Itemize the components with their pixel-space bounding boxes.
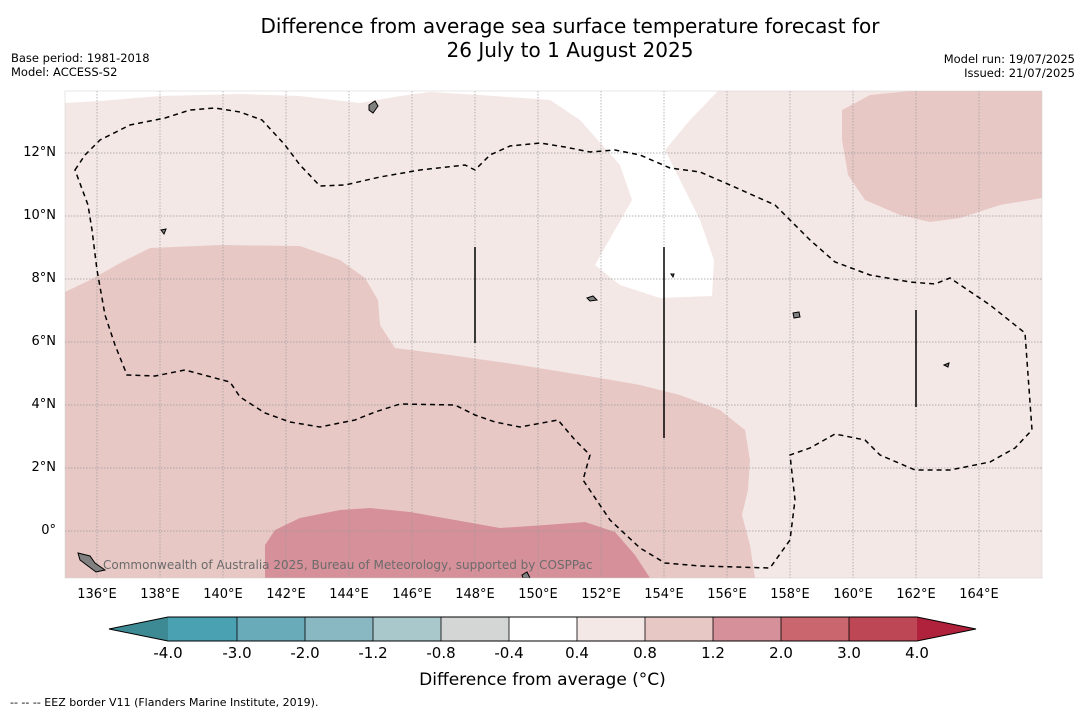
colorbar-label: -1.2: [358, 644, 388, 662]
colorbar-label: 1.2: [701, 644, 725, 662]
meta-right: Model run: 19/07/2025 Issued: 21/07/2025: [944, 52, 1075, 80]
colorbar-label: 2.0: [769, 644, 793, 662]
lon-label-138e: 138°E: [140, 587, 180, 602]
colorbar-label: 0.8: [633, 644, 657, 662]
lon-label-158e: 158°E: [770, 587, 810, 602]
colorbar-label: -0.4: [494, 644, 524, 662]
graticule: [65, 91, 1042, 578]
lon-label-150e: 150°E: [518, 587, 558, 602]
colorbar-cell-7: [577, 617, 645, 641]
colorbar-title: Difference from average (°C): [419, 670, 666, 690]
base-period: Base period: 1981-2018: [11, 51, 150, 65]
title-line-1: Difference from average sea surface temp…: [260, 14, 880, 38]
colorbar-cell-11: [849, 617, 917, 641]
lon-label-160e: 160°E: [833, 587, 873, 602]
lon-label-152e: 152°E: [581, 587, 621, 602]
eez-border: [74, 107, 1033, 569]
colorbar-label: -2.0: [290, 644, 320, 662]
anomaly-0-8-to-1-2-region-west: [65, 245, 755, 578]
islands: [77, 100, 950, 578]
lat-label-0: 0°: [41, 523, 56, 538]
colorbar-outline: [108, 616, 977, 642]
lon-label-142e: 142°E: [266, 587, 306, 602]
title-line-2: 26 July to 1 August 2025: [446, 38, 694, 62]
lon-label-136e: 136°E: [77, 587, 117, 602]
model-name: Model: ACCESS-S2: [11, 65, 118, 79]
lon-label-140e: 140°E: [203, 587, 243, 602]
colorbar-label: 0.4: [565, 644, 589, 662]
colorbar-label: -4.0: [153, 644, 183, 662]
colorbar-cell-4: [373, 617, 441, 641]
chart-title: Difference from average sea surface temp…: [0, 14, 1085, 62]
lat-label-8n: 8°N: [31, 271, 57, 286]
colorbar-cell-8: [645, 617, 713, 641]
colorbar-label: 4.0: [905, 644, 929, 662]
eez-legend-note: -- -- -- EEZ border V11 (Flanders Marine…: [10, 696, 319, 709]
colorbar-extend-high: [917, 617, 976, 641]
lon-label-146e: 146°E: [392, 587, 432, 602]
lon-label-156e: 156°E: [707, 587, 747, 602]
colorbar-cell-2: [237, 617, 305, 641]
lat-label-12n: 12°N: [23, 145, 56, 160]
colorbar-cell-6: [509, 617, 577, 641]
lon-label-154e: 154°E: [644, 587, 684, 602]
model-run: Model run: 19/07/2025: [943, 52, 1075, 66]
colorbar-extend-low: [109, 617, 168, 641]
lat-label-2n: 2°N: [31, 460, 57, 475]
colorbar-cell-10: [781, 617, 849, 641]
colorbar-cell-3: [305, 617, 373, 641]
colorbar-label: 3.0: [837, 644, 861, 662]
lon-label-148e: 148°E: [455, 587, 495, 602]
map-frame: [64, 90, 1043, 579]
colorbar-cell-1: [168, 617, 237, 641]
issued-date: Issued: 21/07/2025: [964, 66, 1075, 80]
meta-left: Base period: 1981-2018 Model: ACCESS-S2: [11, 51, 150, 79]
colorbar-label: -3.0: [222, 644, 252, 662]
lon-label-164e: 164°E: [959, 587, 999, 602]
colorbar-cell-5: [441, 617, 509, 641]
lon-label-162e: 162°E: [896, 587, 936, 602]
colorbar-cell-9: [713, 617, 781, 641]
colorbar: [108, 616, 977, 642]
anomaly-0-8-to-1-2-region-northeast: [842, 91, 1042, 222]
map-layers: [65, 91, 1042, 578]
anomaly-1-2-to-2-0-region: [265, 508, 650, 578]
lat-label-6n: 6°N: [31, 334, 57, 349]
lat-label-4n: 4°N: [31, 397, 57, 412]
lat-label-10n: 10°N: [23, 208, 56, 223]
colorbar-label: -0.8: [426, 644, 456, 662]
lon-label-144e: 144°E: [329, 587, 369, 602]
copyright-notice: Commonwealth of Australia 2025, Bureau o…: [103, 558, 593, 572]
